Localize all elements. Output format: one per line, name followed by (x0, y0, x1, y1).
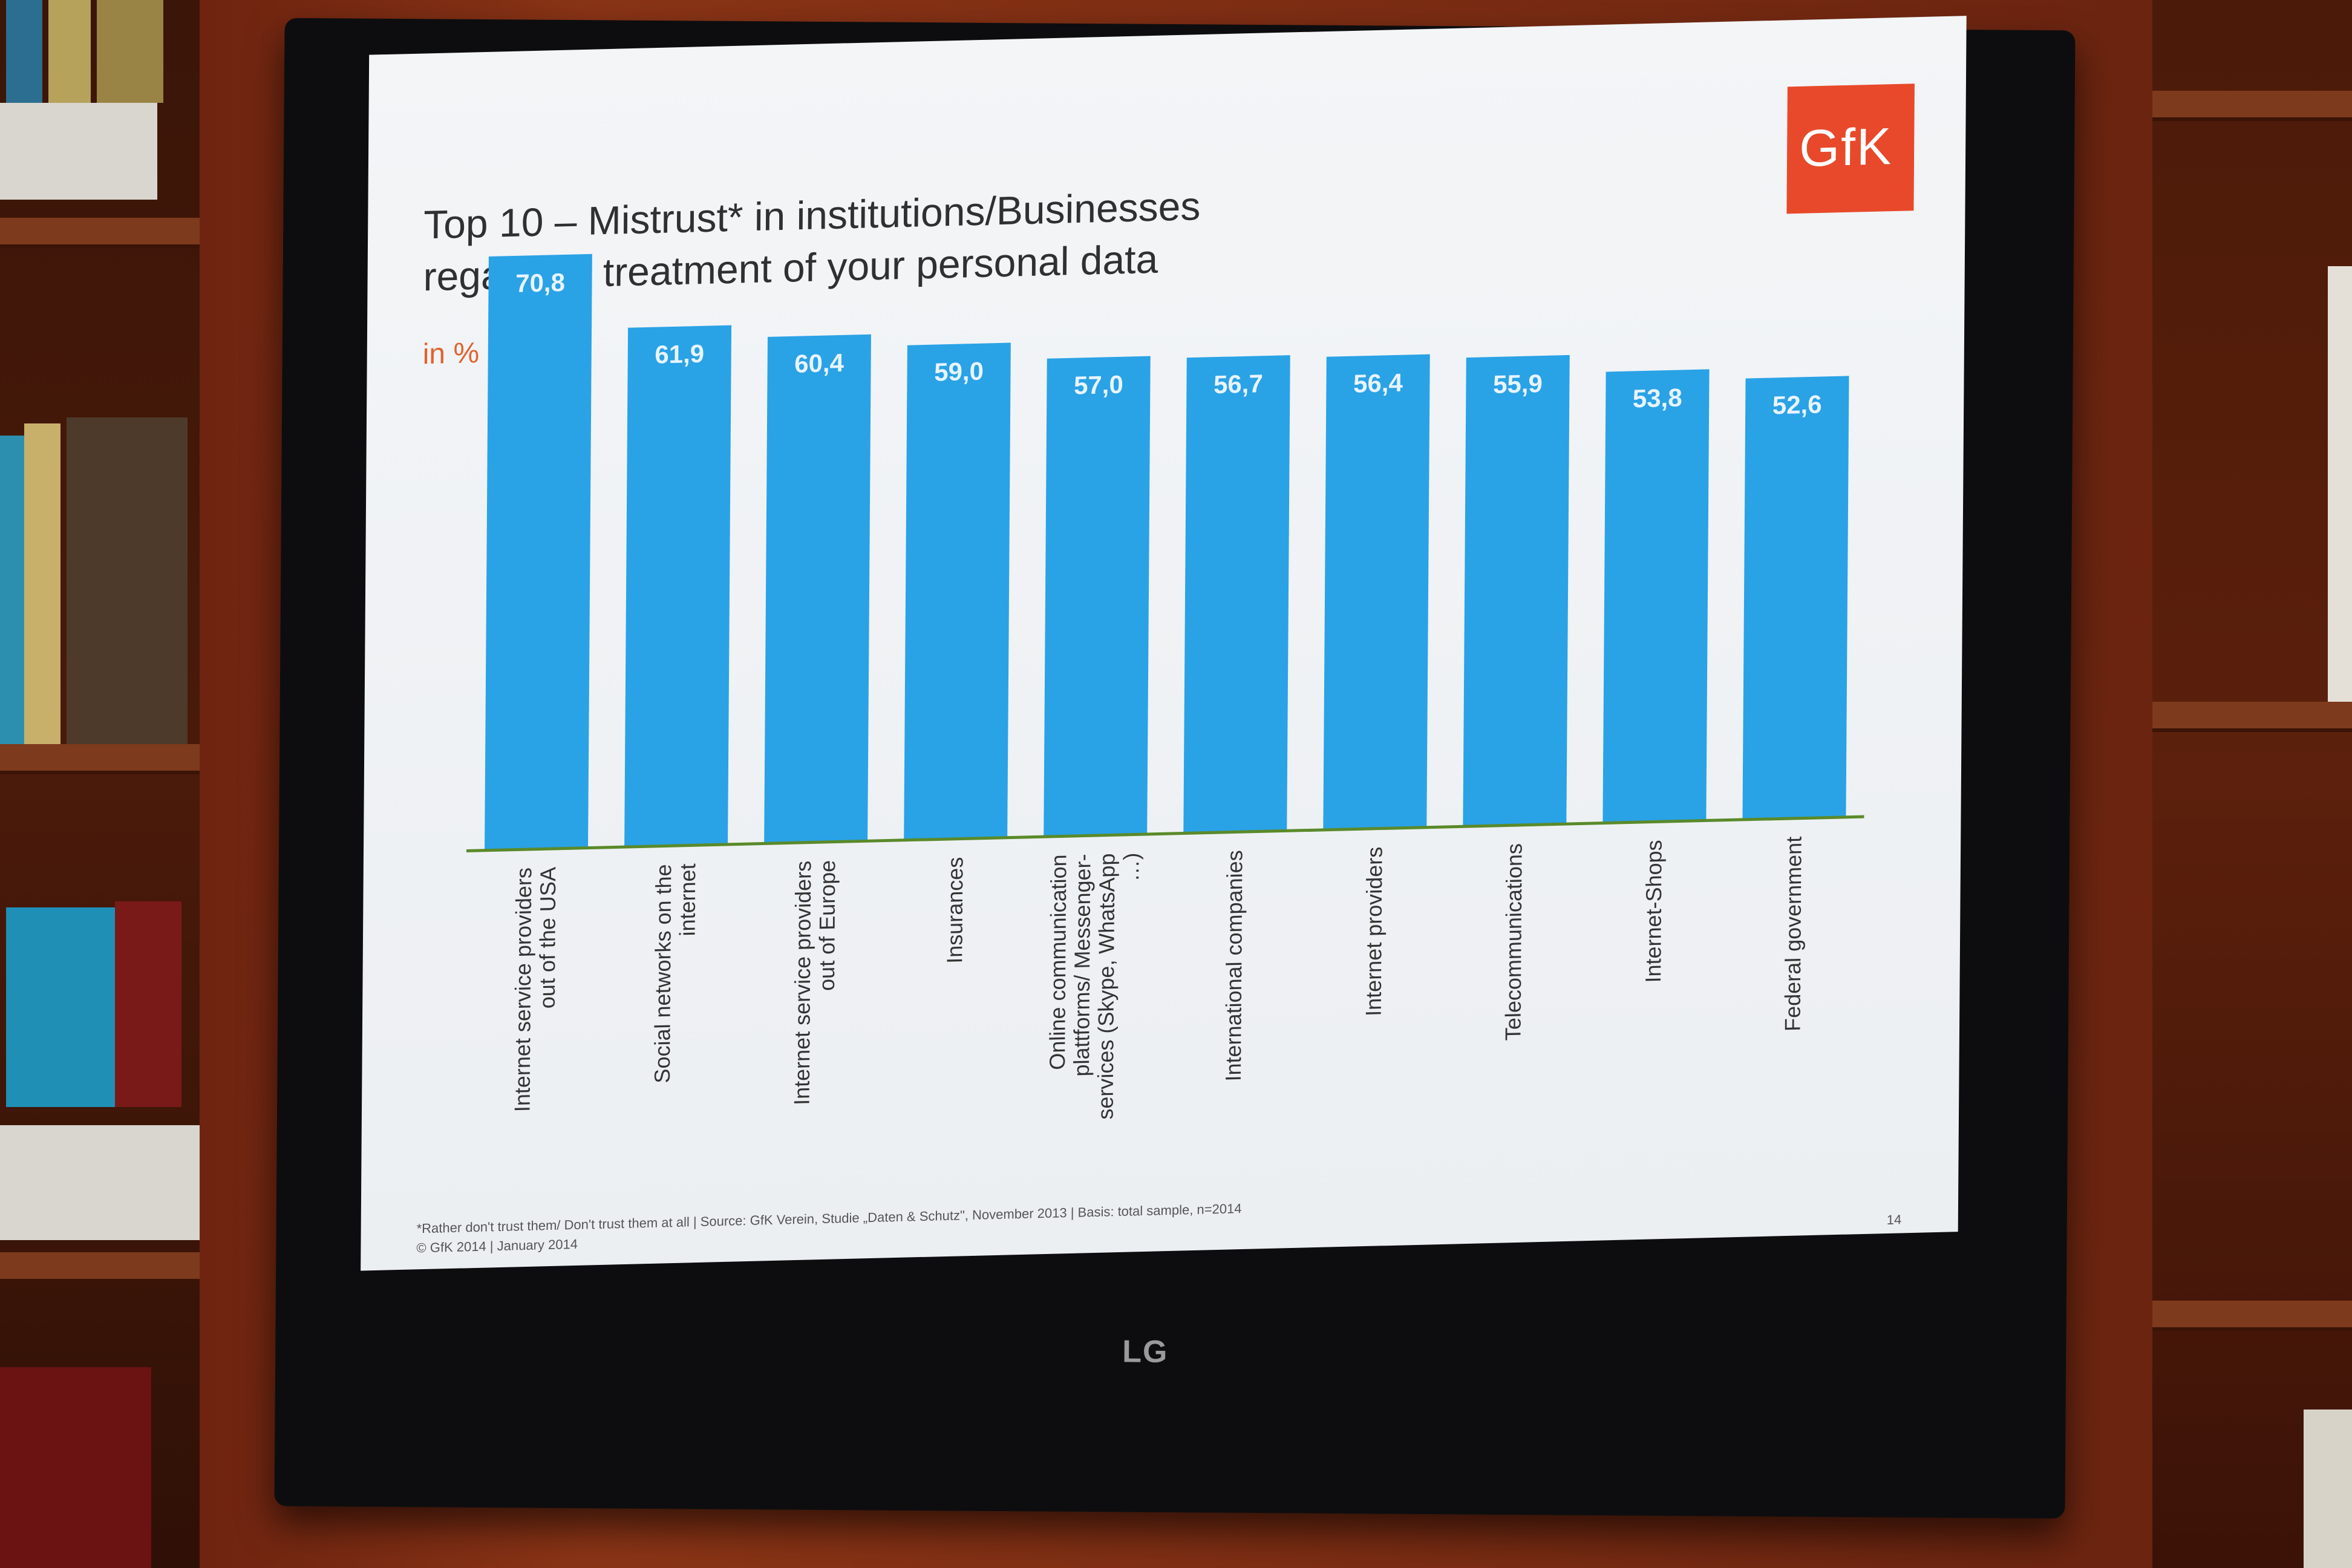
category-label-line: Insurances (942, 857, 967, 964)
category-label-line: plattforms/ Messenger- (1069, 854, 1096, 1077)
shelf-price-card (0, 103, 157, 200)
x-axis-baseline (466, 815, 1864, 852)
bar (1044, 356, 1151, 837)
tv-monitor: Top 10 – Mistrust* in institutions/Busin… (274, 16, 2076, 1519)
category-label: Insurances (942, 857, 967, 964)
bar (764, 334, 871, 844)
category-label-line: out of Europe (814, 860, 840, 991)
category-label-line: Internet service providers (510, 867, 537, 1112)
monitor-brand-logo: LG (1122, 1334, 1169, 1370)
book (0, 436, 24, 744)
bar-value-label: 55,9 (1493, 369, 1543, 399)
category-label-line: Internet-Shops (1641, 840, 1667, 983)
shelf-board (2152, 1301, 2352, 1331)
category-label: Internet providers (1361, 846, 1387, 1016)
category-label-line: Telecommunications (1500, 843, 1526, 1041)
category-label-line: internet (675, 863, 701, 936)
category-label-line: Internet providers (1361, 846, 1387, 1016)
bar-value-label: 57,0 (1074, 370, 1123, 400)
left-bookshelf (0, 0, 200, 1568)
presentation-slide: Top 10 – Mistrust* in institutions/Busin… (361, 16, 1967, 1271)
book (48, 0, 91, 103)
book (2304, 1410, 2352, 1568)
bar-value-label: 56,4 (1353, 368, 1403, 398)
category-label-line: Online communication (1045, 854, 1071, 1070)
bar-value-label: 59,0 (934, 357, 984, 387)
bar (1602, 369, 1710, 823)
bar-value-label: 61,9 (655, 339, 704, 369)
book (67, 417, 188, 744)
category-label-line: Internet service providers (789, 860, 816, 1105)
category-label: Internet-Shops (1641, 840, 1667, 983)
bar-value-label: 53,8 (1633, 383, 1682, 413)
book (24, 423, 60, 744)
bar-value-label: 70,8 (515, 268, 565, 298)
bar (904, 342, 1011, 840)
right-bookshelf (2152, 0, 2352, 1568)
shelf-board (2152, 91, 2352, 121)
book (97, 0, 163, 103)
bar-value-label: 56,7 (1214, 369, 1263, 399)
shelf-price-card (0, 1125, 200, 1240)
category-label-line: Social networks on the (650, 864, 676, 1083)
category-label: Telecommunications (1500, 843, 1526, 1041)
book (6, 907, 115, 1107)
category-label-line: International companies (1221, 850, 1247, 1082)
book (6, 0, 42, 103)
bar (1463, 354, 1570, 827)
shelf-board (0, 744, 200, 774)
category-label: Federal government (1780, 836, 1806, 1031)
book (0, 1367, 151, 1568)
category-label: International companies (1221, 850, 1247, 1082)
category-label-line: services (Skype, WhatsApp (1093, 853, 1119, 1120)
bar (624, 325, 732, 848)
slide-page-number: 14 (1886, 1212, 1902, 1227)
category-label-line: Federal government (1780, 836, 1806, 1031)
category-label-line: …) (1119, 852, 1143, 882)
bar (485, 253, 592, 851)
shelf-board (0, 218, 200, 248)
category-label-line: out of the USA (535, 867, 561, 1009)
shelf-board (2152, 702, 2352, 732)
book (115, 901, 181, 1107)
bar (1742, 376, 1849, 820)
book (2328, 266, 2352, 702)
bar-value-label: 52,6 (1772, 390, 1822, 419)
shelf-board (0, 1252, 200, 1282)
bar-value-label: 60,4 (794, 348, 844, 378)
bar (1323, 354, 1430, 830)
bar (1183, 355, 1290, 834)
